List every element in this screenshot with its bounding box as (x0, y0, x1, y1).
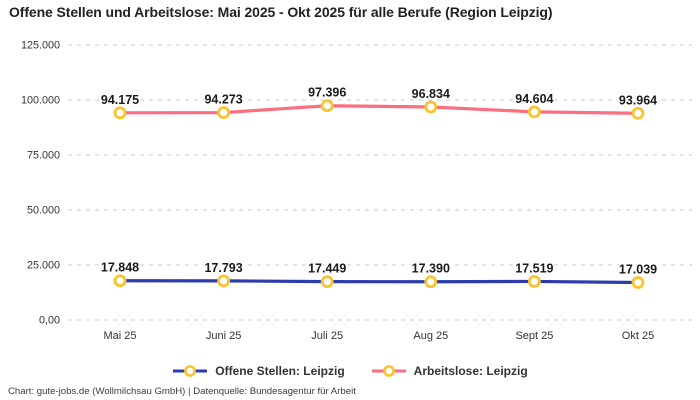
data-point-marker (217, 106, 231, 119)
data-point-marker (424, 100, 438, 114)
data-point-marker (631, 106, 645, 120)
data-point-marker (631, 276, 645, 289)
y-tick-label: 0,00 (39, 315, 60, 327)
line-marker-swatch-icon (371, 365, 406, 377)
data-point-label: 17.848 (101, 261, 139, 275)
line-marker-swatch-icon (173, 365, 208, 377)
data-point-label: 93.964 (619, 93, 657, 107)
data-point-label: 96.834 (412, 87, 450, 101)
series-line-offene-stellen (118, 279, 640, 285)
data-point-label: 94.604 (515, 92, 553, 106)
y-tick-label: 125.000 (21, 40, 60, 52)
y-tick-label: 25.000 (27, 260, 60, 272)
data-point-label: 97.396 (308, 86, 346, 100)
data-point-label: 17.039 (619, 263, 657, 277)
data-point-marker (528, 275, 541, 288)
x-tick-label: Okt 25 (622, 330, 654, 342)
chart-footer: Chart: gute-jobs.de (Wollmilchsau GmbH) … (8, 386, 356, 397)
x-tick-label: Aug 25 (413, 330, 448, 342)
legend-label-offene-stellen: Offene Stellen: Leipzig (215, 364, 345, 378)
x-tick-label: Mai 25 (103, 330, 136, 342)
y-tick-label: 50.000 (27, 205, 60, 217)
y-tick-label: 75.000 (27, 150, 60, 162)
legend: Offene Stellen: Leipzig Arbeitslose: Lei… (0, 361, 700, 381)
data-point-marker (113, 106, 127, 120)
data-point-label: 17.449 (308, 262, 346, 276)
legend-item-offene-stellen: Offene Stellen: Leipzig (172, 364, 345, 378)
data-point-marker (320, 99, 334, 113)
legend-item-arbeitslose: Arbeitslose: Leipzig (371, 364, 528, 378)
data-point-label: 17.519 (515, 261, 553, 275)
data-point-label: 17.793 (204, 261, 242, 275)
data-point-marker (320, 275, 334, 289)
x-tick-label: Juni 25 (206, 330, 241, 342)
data-point-marker (113, 274, 127, 288)
data-point-marker (424, 275, 438, 289)
data-point-marker (217, 274, 231, 288)
legend-label-arbeitslose: Arbeitslose: Leipzig (413, 364, 528, 378)
x-tick-label: Sept 25 (515, 330, 553, 342)
data-point-label: 17.390 (412, 262, 450, 276)
chart-title: Offene Stellen und Arbeitslose: Mai 2025… (9, 4, 553, 20)
x-tick-label: Juli 25 (311, 330, 343, 342)
data-point-label: 94.175 (101, 93, 139, 107)
data-point-marker (528, 105, 541, 119)
series-line-arbeitslose (118, 104, 640, 115)
data-point-label: 94.273 (204, 93, 242, 107)
y-tick-label: 100.000 (21, 95, 60, 107)
